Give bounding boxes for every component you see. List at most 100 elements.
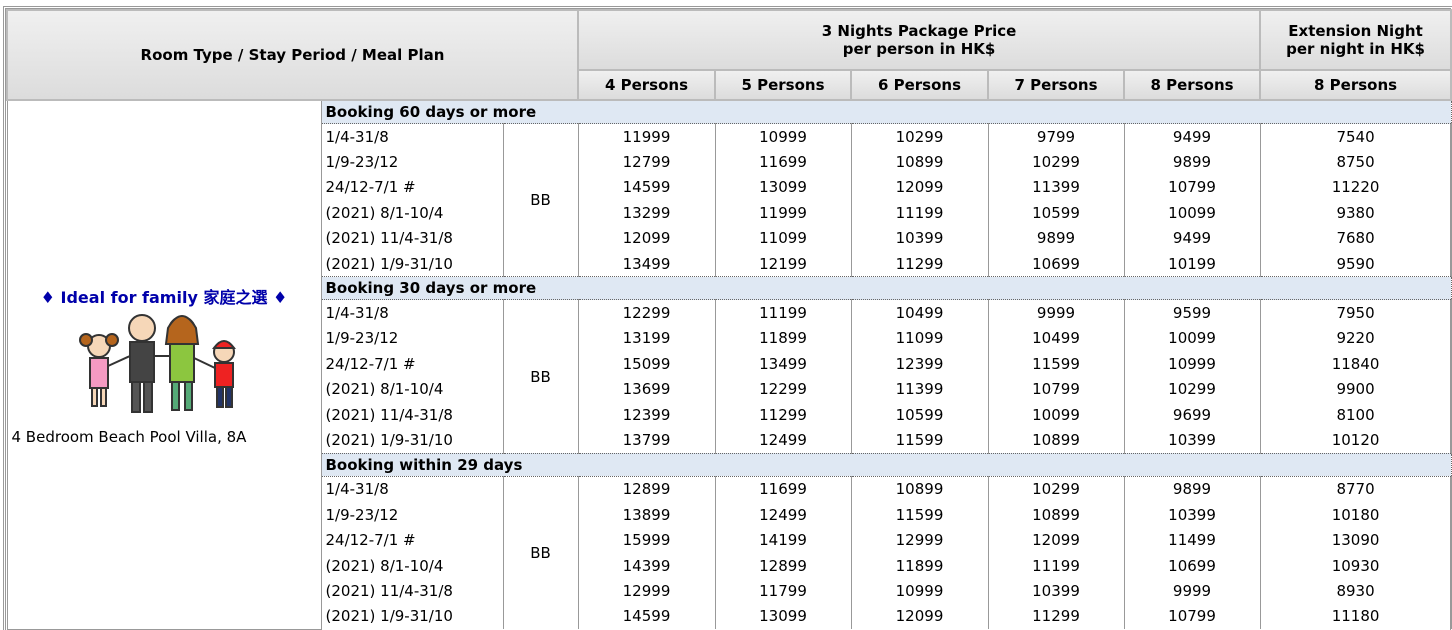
period: (2021) 8/1-10/4 bbox=[321, 553, 503, 578]
price: 11099 bbox=[715, 226, 851, 251]
price: 10599 bbox=[988, 200, 1124, 225]
family-illustration bbox=[64, 308, 264, 418]
price: 10399 bbox=[1124, 502, 1260, 527]
price: 10999 bbox=[715, 124, 851, 150]
period: 24/12-7/1 # bbox=[321, 351, 503, 376]
period: (2021) 11/4-31/8 bbox=[321, 578, 503, 603]
period: (2021) 11/4-31/8 bbox=[321, 226, 503, 251]
price: 12099 bbox=[851, 604, 988, 629]
price: 9799 bbox=[988, 124, 1124, 150]
price: 11299 bbox=[988, 604, 1124, 629]
price: 14599 bbox=[578, 175, 715, 200]
price: 11599 bbox=[851, 427, 988, 453]
period: 1/4-31/8 bbox=[321, 300, 503, 326]
price: 11899 bbox=[851, 553, 988, 578]
price: 10999 bbox=[851, 578, 988, 603]
price: 12299 bbox=[715, 377, 851, 402]
price: 10899 bbox=[988, 502, 1124, 527]
price: 7540 bbox=[1260, 124, 1451, 150]
price: 11199 bbox=[715, 300, 851, 326]
period: (2021) 1/9-31/10 bbox=[321, 427, 503, 453]
period: 1/4-31/8 bbox=[321, 476, 503, 502]
price: 12299 bbox=[578, 300, 715, 326]
price: 10299 bbox=[988, 476, 1124, 502]
price: 8770 bbox=[1260, 476, 1451, 502]
price: 10120 bbox=[1260, 427, 1451, 453]
price: 12999 bbox=[578, 578, 715, 603]
price: 12199 bbox=[715, 251, 851, 277]
price: 10799 bbox=[1124, 604, 1260, 629]
price: 13499 bbox=[715, 351, 851, 376]
price: 10599 bbox=[851, 402, 988, 427]
price: 10699 bbox=[988, 251, 1124, 277]
price: 11599 bbox=[988, 351, 1124, 376]
price: 12399 bbox=[851, 351, 988, 376]
price: 9380 bbox=[1260, 200, 1451, 225]
price: 8100 bbox=[1260, 402, 1451, 427]
price: 10099 bbox=[1124, 326, 1260, 351]
period: (2021) 8/1-10/4 bbox=[321, 200, 503, 225]
persons-header: 5 Persons bbox=[715, 70, 851, 100]
price: 10999 bbox=[1124, 351, 1260, 376]
price: 11799 bbox=[715, 578, 851, 603]
group-title: Booking 60 days or more bbox=[321, 100, 1451, 124]
price: 12499 bbox=[715, 427, 851, 453]
price: 10499 bbox=[851, 300, 988, 326]
price: 9899 bbox=[1124, 476, 1260, 502]
price: 12099 bbox=[578, 226, 715, 251]
price: 9899 bbox=[988, 226, 1124, 251]
price: 8750 bbox=[1260, 149, 1451, 174]
price-table-frame: Room Type / Stay Period / Meal Plan 3 Ni… bbox=[3, 6, 1452, 630]
price: 10499 bbox=[988, 326, 1124, 351]
package-sub: per person in HK$ bbox=[579, 40, 1259, 58]
price: 13499 bbox=[578, 251, 715, 277]
price: 11999 bbox=[715, 200, 851, 225]
meal-plan: BB bbox=[503, 124, 578, 277]
price: 13199 bbox=[578, 326, 715, 351]
period: (2021) 8/1-10/4 bbox=[321, 377, 503, 402]
price: 13699 bbox=[578, 377, 715, 402]
price: 12899 bbox=[715, 553, 851, 578]
price: 14199 bbox=[715, 527, 851, 552]
price: 15999 bbox=[578, 527, 715, 552]
price: 10399 bbox=[851, 226, 988, 251]
price: 9999 bbox=[1124, 578, 1260, 603]
price: 11699 bbox=[715, 149, 851, 174]
price: 13299 bbox=[578, 200, 715, 225]
price: 10299 bbox=[851, 124, 988, 150]
price: 9999 bbox=[988, 300, 1124, 326]
group-title: Booking 30 days or more bbox=[321, 277, 1451, 300]
room-header: Room Type / Stay Period / Meal Plan bbox=[7, 10, 578, 100]
price: 12999 bbox=[851, 527, 988, 552]
price: 10199 bbox=[1124, 251, 1260, 277]
price: 14599 bbox=[578, 604, 715, 629]
price: 11199 bbox=[851, 200, 988, 225]
period: 1/9-23/12 bbox=[321, 326, 503, 351]
price: 10299 bbox=[988, 149, 1124, 174]
period: (2021) 1/9-31/10 bbox=[321, 604, 503, 629]
price: 10899 bbox=[851, 149, 988, 174]
room-tagline: ♦ Ideal for family 家庭之選 ♦ bbox=[12, 284, 317, 308]
price: 9900 bbox=[1260, 377, 1451, 402]
meal-plan: BB bbox=[503, 300, 578, 453]
price: 12899 bbox=[578, 476, 715, 502]
room-name: 4 Bedroom Beach Pool Villa, 8A bbox=[12, 428, 317, 446]
price: 11499 bbox=[1124, 527, 1260, 552]
price: 10099 bbox=[1124, 200, 1260, 225]
period: 24/12-7/1 # bbox=[321, 175, 503, 200]
price: 12099 bbox=[851, 175, 988, 200]
price: 10299 bbox=[1124, 377, 1260, 402]
price: 11599 bbox=[851, 502, 988, 527]
room-cell: ♦ Ideal for family 家庭之選 ♦ 4 Bedroom Beac… bbox=[7, 100, 321, 629]
price-table: Room Type / Stay Period / Meal Plan 3 Ni… bbox=[6, 9, 1452, 630]
extension-title: Extension Night bbox=[1261, 22, 1450, 40]
price: 7680 bbox=[1260, 226, 1451, 251]
persons-header: 6 Persons bbox=[851, 70, 988, 100]
price: 11220 bbox=[1260, 175, 1451, 200]
period: 1/4-31/8 bbox=[321, 124, 503, 150]
price: 10099 bbox=[988, 402, 1124, 427]
price: 9590 bbox=[1260, 251, 1451, 277]
price: 10930 bbox=[1260, 553, 1451, 578]
price: 12499 bbox=[715, 502, 851, 527]
